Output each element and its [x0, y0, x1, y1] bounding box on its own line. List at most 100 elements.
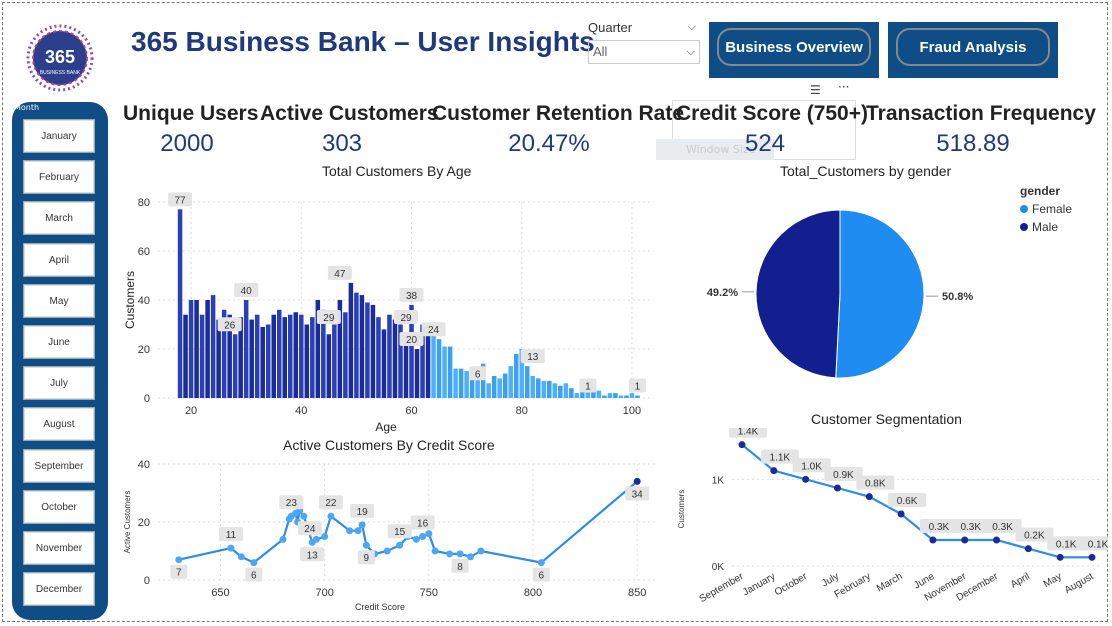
more-options-icon[interactable]: ··· [838, 80, 850, 94]
data-label: 24 [428, 325, 440, 336]
credit-point [237, 553, 245, 561]
fraud-analysis-button[interactable]: Fraud Analysis [888, 22, 1058, 78]
month-option-march[interactable]: March [23, 201, 95, 236]
pie-slice-label: 50.8% [942, 291, 973, 303]
bar-age-35 [271, 314, 276, 398]
bar-age-49 [348, 282, 354, 398]
segmentation-data-label: 0.8K [865, 479, 886, 490]
month-option-january[interactable]: January [23, 119, 95, 153]
y-tick-label: 80 [138, 197, 150, 209]
credit-line-chart: 0 20 40 650 700 750 800 850 7 11 6 23 24 13 22 19 9 15 16 8… [123, 459, 658, 612]
filter-icon[interactable]: ☰ [810, 83, 821, 97]
logo-subtext: BUSINESS BANK [40, 70, 81, 76]
bar-age-81 [524, 366, 530, 398]
quarter-dropdown[interactable]: All ⌵ [588, 40, 700, 64]
bar-age-63 [425, 324, 431, 398]
segmentation-data-label-bg [888, 493, 927, 507]
x-tick-label: August [1063, 571, 1096, 596]
x-tick-label: 40 [295, 405, 307, 417]
month-option-july[interactable]: July [23, 366, 95, 401]
data-label: 29 [323, 313, 335, 324]
bar-age-74 [486, 383, 491, 398]
x-tick-label: 700 [315, 587, 333, 599]
business-overview-button[interactable]: Business Overview [709, 22, 879, 78]
month-option-april[interactable]: April [23, 242, 95, 277]
data-label-bg [327, 265, 352, 280]
bank-logo: 365 BUSINESS BANK [26, 24, 94, 92]
credit-point [537, 559, 545, 567]
month-option-august[interactable]: August [23, 407, 95, 442]
data-label-bg [399, 287, 424, 302]
bar-age-34 [265, 324, 271, 398]
y-tick-label: 40 [138, 459, 150, 471]
y-tick-label: 20 [138, 517, 150, 529]
x-tick-label: July [820, 571, 841, 589]
segmentation-data-label-bg [1047, 536, 1086, 551]
x-tick-label: 60 [405, 405, 417, 417]
bar-age-73 [480, 363, 486, 398]
bar-age-83 [536, 378, 541, 398]
quarter-slicer[interactable]: Quarter ⌵ All ⌵ [588, 18, 700, 64]
credit-data-label-bg [245, 567, 263, 582]
segmentation-point [1024, 545, 1032, 553]
credit-point [227, 544, 235, 552]
bar-age-78 [508, 366, 513, 398]
quarter-value: All [593, 44, 608, 59]
kpi-credit-score: Credit Score (750+) 524 [676, 102, 868, 158]
bar-age-26 [221, 309, 227, 398]
month-option-october[interactable]: October [23, 489, 95, 524]
bar-age-85 [547, 380, 552, 398]
legend-item-male[interactable]: Male [1020, 220, 1072, 234]
bar-age-59 [403, 344, 409, 398]
bar-age-88 [563, 383, 569, 398]
month-option-september[interactable]: September [23, 448, 95, 483]
month-option-february[interactable]: February [23, 160, 95, 195]
credit-point [477, 547, 485, 555]
segmentation-point [802, 475, 810, 483]
x-tick-label: February [833, 571, 873, 601]
segmentation-point [961, 536, 969, 544]
legend-item-female[interactable]: Female [1020, 202, 1072, 216]
month-option-november[interactable]: November [23, 531, 95, 565]
credit-point [383, 547, 391, 555]
bar-age-41 [304, 324, 310, 398]
bar-age-75 [491, 375, 497, 398]
credit-point [467, 553, 474, 561]
data-label-bg [394, 309, 418, 324]
month-option-may[interactable]: May [23, 283, 95, 318]
bar-age-95 [602, 395, 607, 398]
bar-age-25 [216, 319, 221, 398]
segmentation-data-label-bg [919, 519, 958, 533]
segmentation-data-label-bg [792, 458, 831, 473]
age-chart-title: Total Customers By Age [322, 163, 472, 179]
y-tick-label: 20 [138, 344, 150, 356]
month-option-june[interactable]: June [23, 325, 95, 359]
segmentation-point [738, 441, 746, 449]
chevron-down-icon[interactable]: ⌵ [687, 20, 696, 33]
bar-age-68 [453, 368, 458, 398]
bar-age-23 [205, 300, 210, 398]
bar-age-57 [392, 319, 398, 398]
y-tick-label: 0K [712, 562, 725, 573]
credit-point [300, 512, 308, 520]
bar-age-22 [199, 314, 205, 398]
x-axis-title: Credit Score [355, 602, 405, 612]
bar-age-60 [409, 304, 414, 398]
data-label: 40 [241, 286, 253, 297]
data-label: 77 [174, 195, 186, 206]
x-axis-title: Age [375, 420, 397, 434]
bar-age-39 [293, 312, 299, 398]
y-tick-label: 0 [144, 575, 150, 587]
segmentation-data-label-bg [856, 475, 895, 490]
pie-slice-label: 49.2% [707, 287, 738, 299]
x-tick-label: May [1042, 571, 1064, 590]
bar-age-20 [188, 300, 194, 398]
month-option-december[interactable]: December [23, 572, 95, 607]
segmentation-point [770, 467, 778, 475]
kpi-retention-rate: Customer Retention Rate 20.47% [432, 102, 684, 158]
bar-age-53 [370, 304, 376, 398]
segmentation-data-label-bg [824, 467, 863, 481]
kpi-label: Unique Users [123, 102, 259, 125]
x-tick-label: January [741, 571, 777, 598]
kpi-label: Credit Score (750+) [676, 102, 868, 125]
